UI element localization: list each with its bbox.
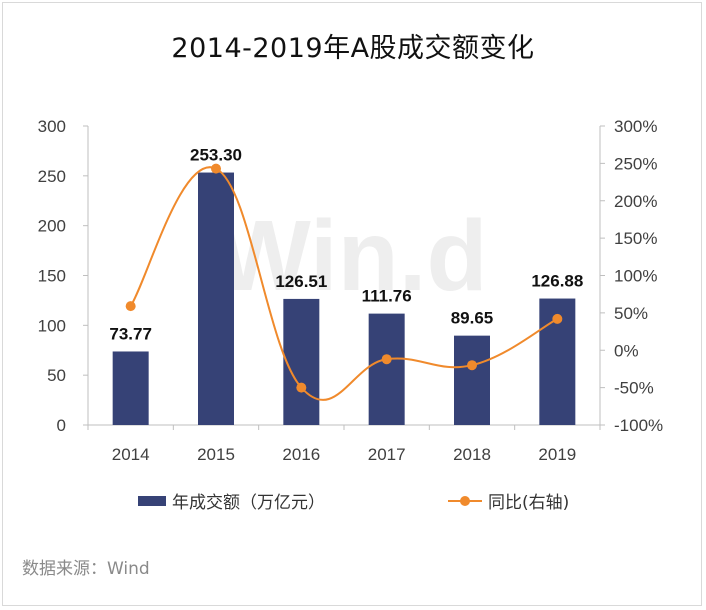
x-tick-label: 2017 xyxy=(368,445,406,464)
x-tick-label: 2015 xyxy=(197,445,235,464)
y-right-tick-label: 100% xyxy=(614,267,657,286)
yoy-point xyxy=(552,313,563,324)
legend: 年成交额（万亿元） 同比(右轴) xyxy=(0,484,706,516)
y-right-tick-label: 50% xyxy=(614,304,648,323)
y-left-tick-label: 200 xyxy=(38,217,66,236)
data-labels: 73.77 253.30 126.51 111.76 89.65 126.88 xyxy=(109,146,583,344)
bar-value-label: 73.77 xyxy=(109,324,152,343)
y-right-tick-label: 150% xyxy=(614,229,657,248)
y-right-tick-label: 0% xyxy=(614,341,639,360)
y-left-tick-label: 250 xyxy=(38,167,66,186)
yoy-point xyxy=(211,163,221,174)
x-tick-label: 2019 xyxy=(538,445,576,464)
axes: 0 50 100 150 200 250 300 -100% -50% 0% 50% 100% 150%… xyxy=(38,117,664,464)
y-right-tick-label: 200% xyxy=(614,192,657,211)
legend-item-bar: 年成交额（万亿元） xyxy=(138,488,325,513)
bar xyxy=(283,298,320,425)
bar-value-label: 126.88 xyxy=(531,272,583,291)
bar xyxy=(454,335,490,425)
watermark: Win.d xyxy=(216,200,487,312)
y-right-tick-label: -50% xyxy=(614,379,654,398)
bar xyxy=(112,351,149,425)
y-left-tick-label: 50 xyxy=(47,366,66,385)
source-note: 数据来源：Wind xyxy=(22,559,150,579)
yoy-point xyxy=(467,360,477,371)
bar-value-label: 253.30 xyxy=(190,146,242,165)
bar xyxy=(198,172,234,425)
x-tick-label: 2016 xyxy=(282,445,320,464)
legend-line-swatch xyxy=(448,495,482,507)
legend-bar-swatch xyxy=(138,495,166,506)
line-series xyxy=(125,163,563,401)
chart-title: 2014-2019年A股成交额变化 xyxy=(171,33,535,64)
x-tick-label: 2018 xyxy=(453,445,491,464)
y-left-tick-label: 300 xyxy=(38,117,66,136)
y-left-tick-label: 100 xyxy=(38,316,66,335)
x-tick-label: 2014 xyxy=(112,445,150,464)
y-right-tick-label: -100% xyxy=(614,416,663,435)
bar xyxy=(368,313,405,425)
yoy-point xyxy=(125,301,136,312)
legend-item-line: 同比(右轴) xyxy=(448,488,569,513)
legend-bar-label: 年成交额（万亿元） xyxy=(172,493,325,513)
y-left-tick-label: 150 xyxy=(38,267,66,286)
bar-value-label: 111.76 xyxy=(362,287,412,306)
y-left-tick-label: 0 xyxy=(57,416,66,435)
yoy-point xyxy=(296,382,307,393)
bar-value-label: 126.51 xyxy=(275,272,327,291)
yoy-point xyxy=(381,354,392,365)
y-right-tick-label: 250% xyxy=(614,154,657,173)
bar-series xyxy=(112,172,576,425)
y-right-tick-label: 300% xyxy=(614,117,657,136)
bar-value-label: 89.65 xyxy=(451,309,494,328)
legend-line-label: 同比(右轴) xyxy=(488,493,570,513)
